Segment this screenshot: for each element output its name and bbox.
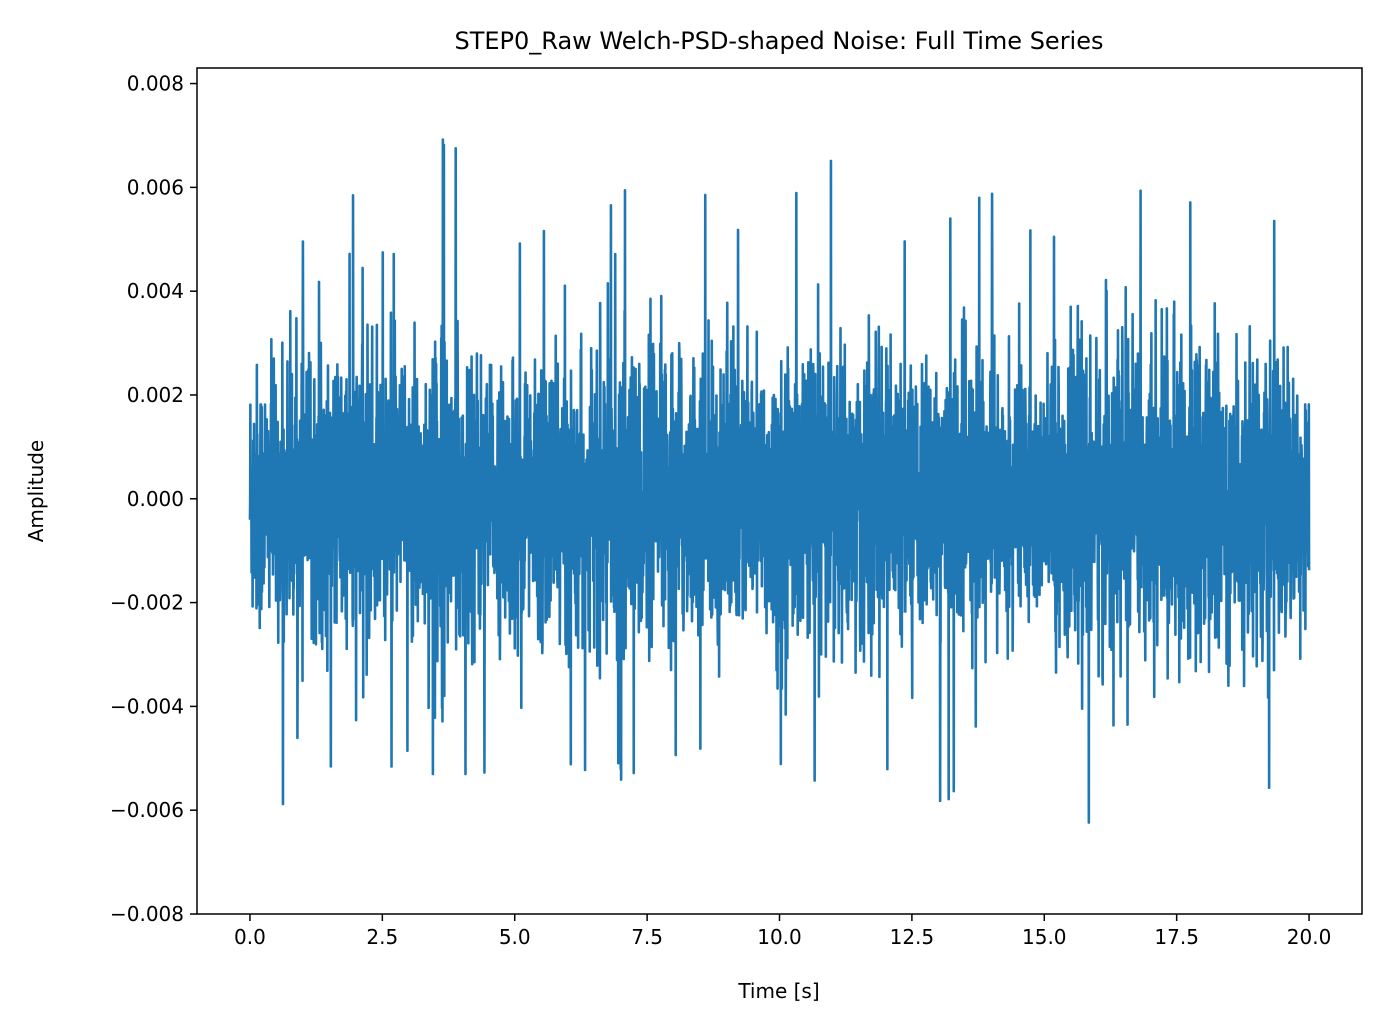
y-tick-label: 0.008 bbox=[127, 72, 184, 96]
x-axis: 0.0 2.5 5.0 7.5 10.0 12.5 15.0 17.5 20.0 bbox=[234, 914, 1331, 949]
series-line bbox=[248, 138, 1311, 824]
chart-title: STEP0_Raw Welch-PSD-shaped Noise: Full T… bbox=[455, 27, 1104, 55]
y-tick-label: 0.004 bbox=[127, 279, 184, 303]
x-tick-label: 20.0 bbox=[1287, 925, 1332, 949]
y-tick-label: 0.000 bbox=[127, 487, 184, 511]
x-tick-label: 10.0 bbox=[757, 925, 802, 949]
x-tick-label: 7.5 bbox=[631, 925, 663, 949]
y-tick-label: −0.002 bbox=[110, 591, 184, 615]
x-axis-label: Time [s] bbox=[737, 979, 819, 1003]
x-tick-label: 2.5 bbox=[366, 925, 398, 949]
y-tick-label: −0.006 bbox=[110, 798, 184, 822]
y-axis: −0.008 −0.006 −0.004 −0.002 0.000 0.002 0.004 0… bbox=[110, 72, 197, 926]
y-tick-label: −0.008 bbox=[110, 902, 184, 926]
plot-area bbox=[248, 138, 1311, 824]
x-tick-label: 0.0 bbox=[234, 925, 266, 949]
y-tick-label: 0.002 bbox=[127, 383, 184, 407]
x-tick-label: 12.5 bbox=[890, 925, 935, 949]
x-tick-label: 17.5 bbox=[1154, 925, 1199, 949]
y-tick-label: 0.006 bbox=[127, 175, 184, 199]
x-tick-label: 5.0 bbox=[499, 925, 531, 949]
y-tick-label: −0.004 bbox=[110, 694, 184, 718]
x-tick-label: 15.0 bbox=[1022, 925, 1067, 949]
y-axis-label: Amplitude bbox=[24, 440, 48, 543]
